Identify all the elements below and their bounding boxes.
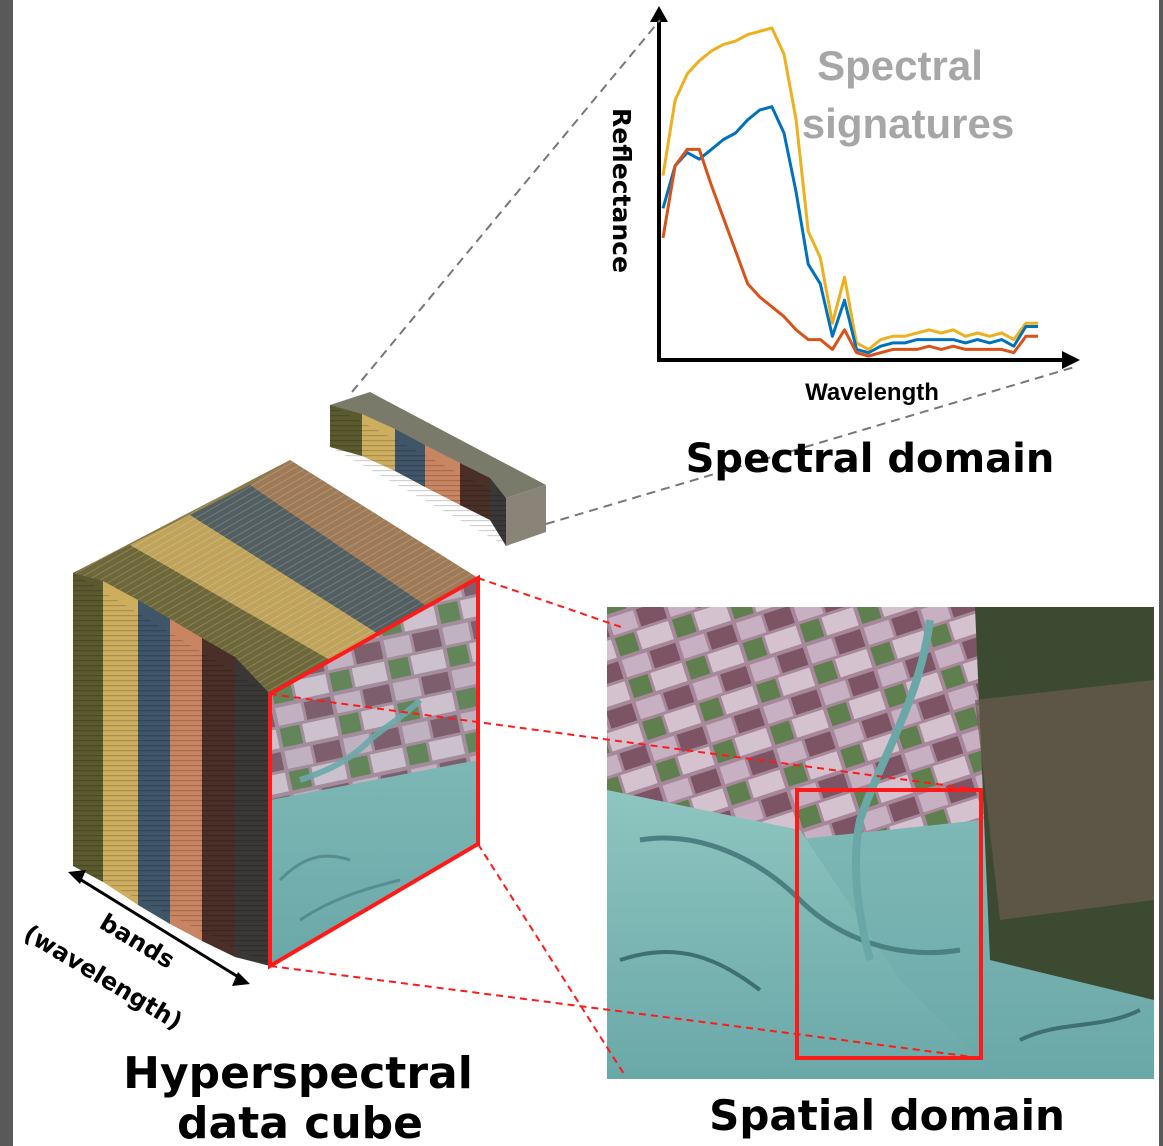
spectral-signature-chart: Reflectance Wavelength Spectral signatur…: [607, 6, 1080, 406]
spatial-domain-map: [607, 607, 1154, 1079]
series-group: [661, 26, 1038, 358]
spectral-signatures-title-line2: signatures: [802, 100, 1014, 147]
cube-label-line2: data cube: [177, 1098, 423, 1146]
spectral-series-line-2: [661, 105, 1038, 355]
left-frame-border: [0, 0, 13, 1146]
right-frame-border: [1159, 0, 1163, 1146]
y-axis-arrow: [650, 6, 668, 22]
connector-line-upper: [351, 19, 661, 393]
x-axis-label: Wavelength: [805, 379, 939, 406]
x-axis-arrow: [1062, 351, 1080, 369]
hyperspectral-cube: [73, 460, 480, 970]
red-connector-lines: [269, 577, 982, 1075]
spectral-signatures-title-line1: Spectral: [817, 42, 983, 89]
zoom-region-box: [795, 788, 983, 1060]
pixel-column: [330, 392, 546, 546]
spectral-domain-label: Spectral domain: [686, 436, 1055, 482]
connector-line-lower: [545, 365, 1079, 525]
spectral-series-line-3: [661, 147, 1038, 358]
cube-label-line1: Hyperspectral: [123, 1048, 473, 1099]
spatial-domain-label: Spatial domain: [709, 1091, 1065, 1140]
y-axis-label: Reflectance: [607, 108, 636, 273]
spectral-series-line-1: [661, 26, 1038, 351]
bands-arrow: [68, 870, 250, 986]
